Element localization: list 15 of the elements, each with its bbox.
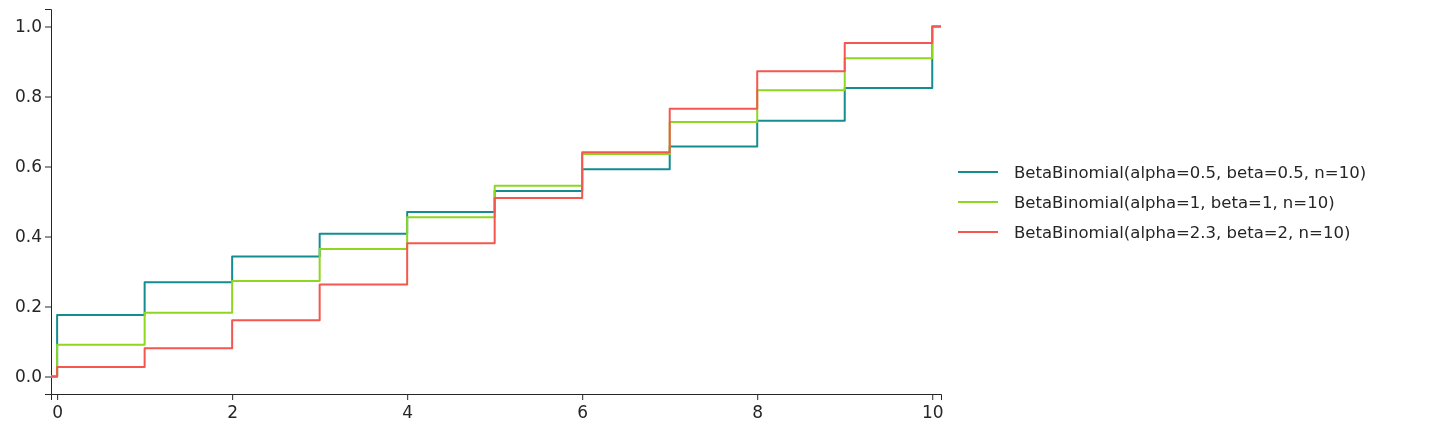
legend-label: BetaBinomial(alpha=1, beta=1, n=10) [1014,192,1335,212]
y-tick-label: 1.0 [14,16,42,37]
x-tick-label: 4 [402,402,414,423]
x-tick-label: 10 [921,402,944,423]
x-tick-label: 0 [52,402,64,423]
x-tick-label: 8 [752,402,764,423]
y-tick-label: 0.6 [14,156,42,177]
y-tick-label: 0.2 [14,296,42,317]
x-tick-label: 2 [227,402,239,423]
legend-label: BetaBinomial(alpha=0.5, beta=0.5, n=10) [1014,162,1367,182]
legend-label: BetaBinomial(alpha=2.3, beta=2, n=10) [1014,222,1351,242]
y-tick-label: 0.8 [14,86,42,107]
y-tick-label: 0.4 [14,226,42,247]
x-tick-label: 6 [577,402,589,423]
y-tick-label: 0.0 [14,366,42,387]
